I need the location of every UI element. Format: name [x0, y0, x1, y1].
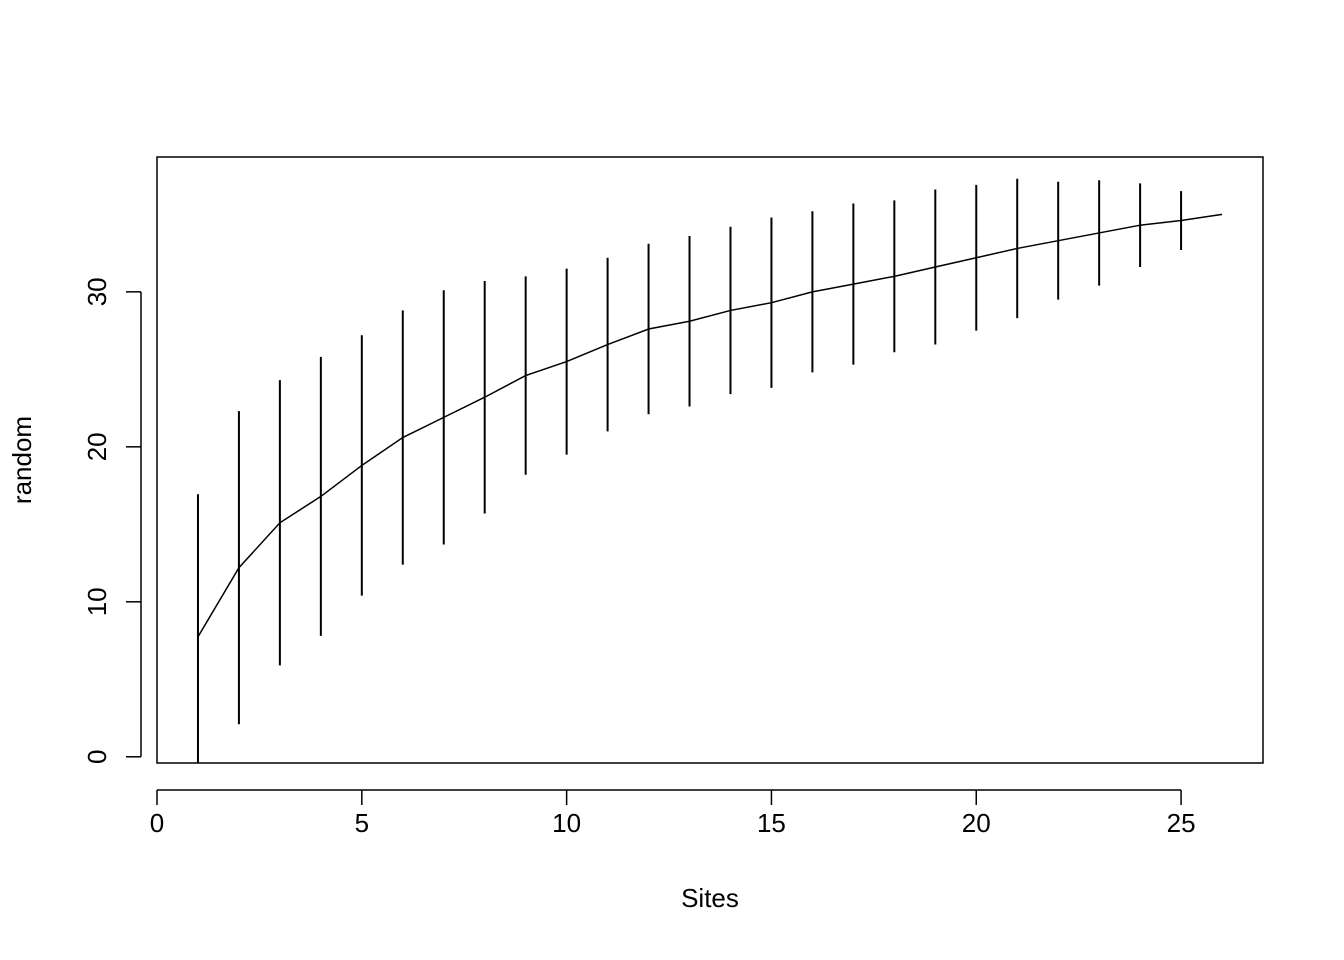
y-tick-label: 0	[82, 750, 112, 764]
plot-frame	[156, 156, 1264, 764]
x-tick-label: 15	[757, 808, 786, 838]
y-axis-label: random	[7, 416, 37, 504]
x-tick-label: 20	[962, 808, 991, 838]
x-tick-label: 10	[552, 808, 581, 838]
y-tick-label: 10	[82, 587, 112, 616]
plot-area	[196, 178, 1223, 763]
x-tick-label: 25	[1167, 808, 1196, 838]
y-tick-label: 20	[82, 432, 112, 461]
y-tick-label: 30	[82, 277, 112, 306]
x-axis-label: Sites	[681, 883, 739, 913]
mean-line	[197, 213, 1223, 638]
x-tick-label: 5	[355, 808, 369, 838]
x-tick-label: 0	[150, 808, 164, 838]
